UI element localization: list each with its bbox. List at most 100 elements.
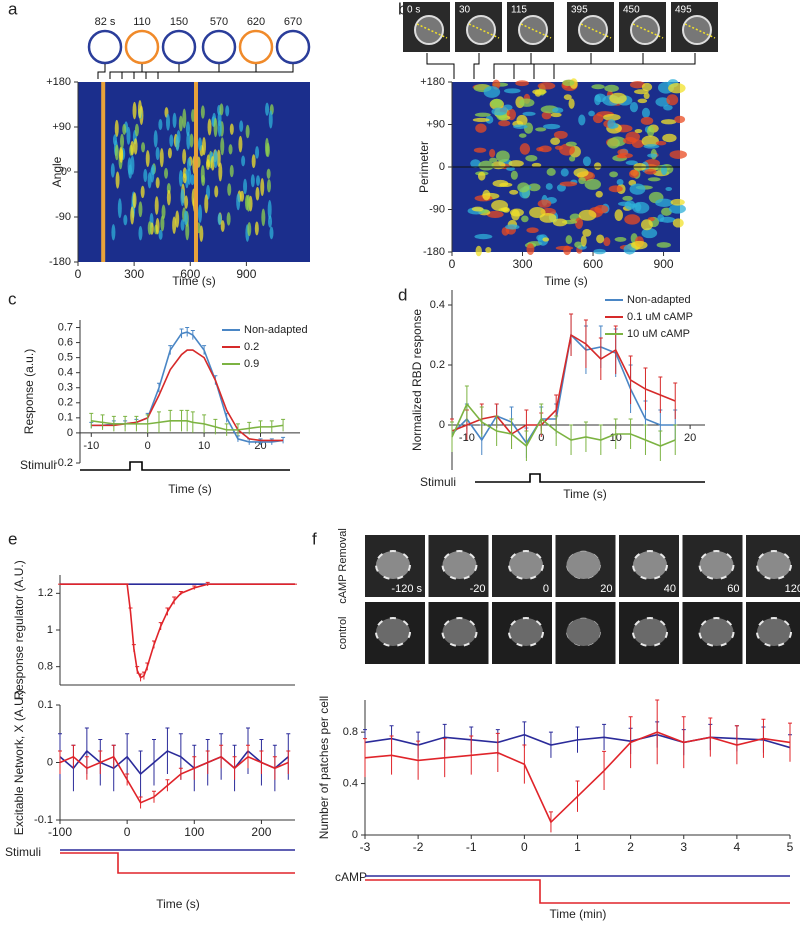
stimulus-trace (80, 461, 290, 471)
y-tick-label: 0.1 (38, 699, 53, 711)
kymograph-patch (229, 164, 234, 178)
kymograph-patch (218, 162, 223, 182)
error-bar (575, 780, 580, 812)
x-tick-label: -100 (48, 825, 72, 839)
kymograph-patch (266, 179, 271, 193)
kymograph-patch (643, 92, 650, 100)
y-tick-label: 0.4 (343, 777, 358, 789)
error-bar (416, 740, 421, 780)
cell-body (756, 617, 792, 647)
x-tick-label: -2 (413, 840, 424, 854)
error-bar (281, 436, 286, 444)
image-label: 670 (284, 16, 302, 28)
kymograph-patch (655, 198, 674, 207)
kymograph-patch (475, 123, 487, 133)
x-tick-label: 5 (787, 840, 794, 854)
kymograph-patch (519, 143, 531, 155)
error-bar (141, 671, 146, 680)
kymograph-patch (625, 131, 641, 143)
connector (426, 53, 455, 79)
kymograph-patch (151, 164, 156, 176)
kymograph-patch (580, 235, 587, 247)
kymograph-patch (474, 112, 491, 117)
y-axis-label: Number of patches per cell (317, 696, 331, 839)
kymograph-patch (674, 115, 686, 124)
kymograph-patch (186, 131, 191, 150)
kymograph-patch (187, 157, 192, 172)
kymograph-patch (513, 124, 528, 129)
kymograph-patch (641, 228, 658, 239)
kymograph-patch (543, 123, 561, 130)
error-bar (111, 744, 116, 769)
kymograph-patch (553, 130, 568, 139)
legend-label: 0.2 (244, 341, 259, 353)
kymograph-patch (560, 168, 569, 177)
kymograph-patch (486, 210, 504, 219)
error-bar (58, 750, 62, 774)
y-tick-label: 1.2 (38, 587, 53, 599)
y-tick-label: 0 (67, 427, 73, 439)
error-bar (673, 382, 678, 419)
cell-outline (87, 29, 123, 65)
kymograph-patch (607, 137, 620, 149)
kymograph-patch (562, 79, 575, 87)
frame-label: 40 (664, 583, 676, 595)
perimeter-axis (416, 23, 448, 39)
connector (533, 53, 644, 79)
kymograph-patch (120, 133, 125, 149)
cell-body (566, 550, 601, 580)
kymograph-patch (178, 169, 183, 187)
kymograph-patch (141, 142, 146, 153)
x-axis-label: Time (s) (544, 274, 588, 288)
kymograph-patch (219, 103, 224, 116)
kymograph-patch (473, 147, 487, 153)
kymograph-patch (666, 94, 679, 106)
kymograph-patch (670, 198, 685, 206)
error-bar (494, 415, 499, 446)
error-bar (522, 744, 527, 784)
connector (553, 53, 696, 79)
kymograph-patch (268, 215, 273, 228)
error-bar (205, 581, 210, 586)
kymograph-patch (261, 208, 266, 227)
kymograph-patch (659, 216, 676, 223)
kymograph-patch (190, 174, 195, 186)
error-bar (135, 666, 140, 674)
kymograph-patch (537, 199, 552, 208)
x-tick-label: 2 (627, 840, 634, 854)
legend-label: 10 uM cAMP (627, 328, 690, 340)
error-bar (185, 409, 190, 432)
error-bar (583, 319, 588, 368)
x-tick-label: 900 (654, 257, 674, 271)
kymograph-patch (622, 195, 633, 201)
kymograph-patch (127, 157, 132, 175)
kymograph-patch (269, 226, 274, 240)
image-label: 570 (210, 16, 228, 28)
kymograph-patch (628, 169, 640, 178)
kymograph-patch (138, 201, 143, 218)
kymograph-patch (554, 145, 563, 150)
kymograph-patch (607, 119, 616, 129)
y-tick-label: 0 (47, 756, 53, 768)
kymograph-patch (214, 185, 219, 198)
kymograph-patch (565, 235, 573, 245)
kymograph-patch (594, 204, 609, 214)
error-bar (192, 756, 197, 780)
cell-outline (201, 29, 237, 65)
error-bar (247, 421, 252, 435)
error-bar (788, 722, 792, 762)
error-bar (100, 414, 105, 430)
kymograph-patch (555, 245, 574, 251)
error-bar (190, 330, 195, 340)
kymograph-patch (119, 146, 124, 161)
kymograph-patch (609, 92, 627, 104)
cell-outline (161, 29, 197, 65)
image-label: 395 (571, 5, 588, 16)
y-tick-label: 0.3 (58, 382, 73, 394)
kymograph-patch (225, 105, 230, 117)
kymograph-patch (559, 181, 578, 187)
perimeter-axis (580, 23, 612, 39)
kymograph-patch (669, 150, 687, 159)
kymograph-patch (115, 171, 120, 189)
kymograph-patch (559, 143, 575, 156)
